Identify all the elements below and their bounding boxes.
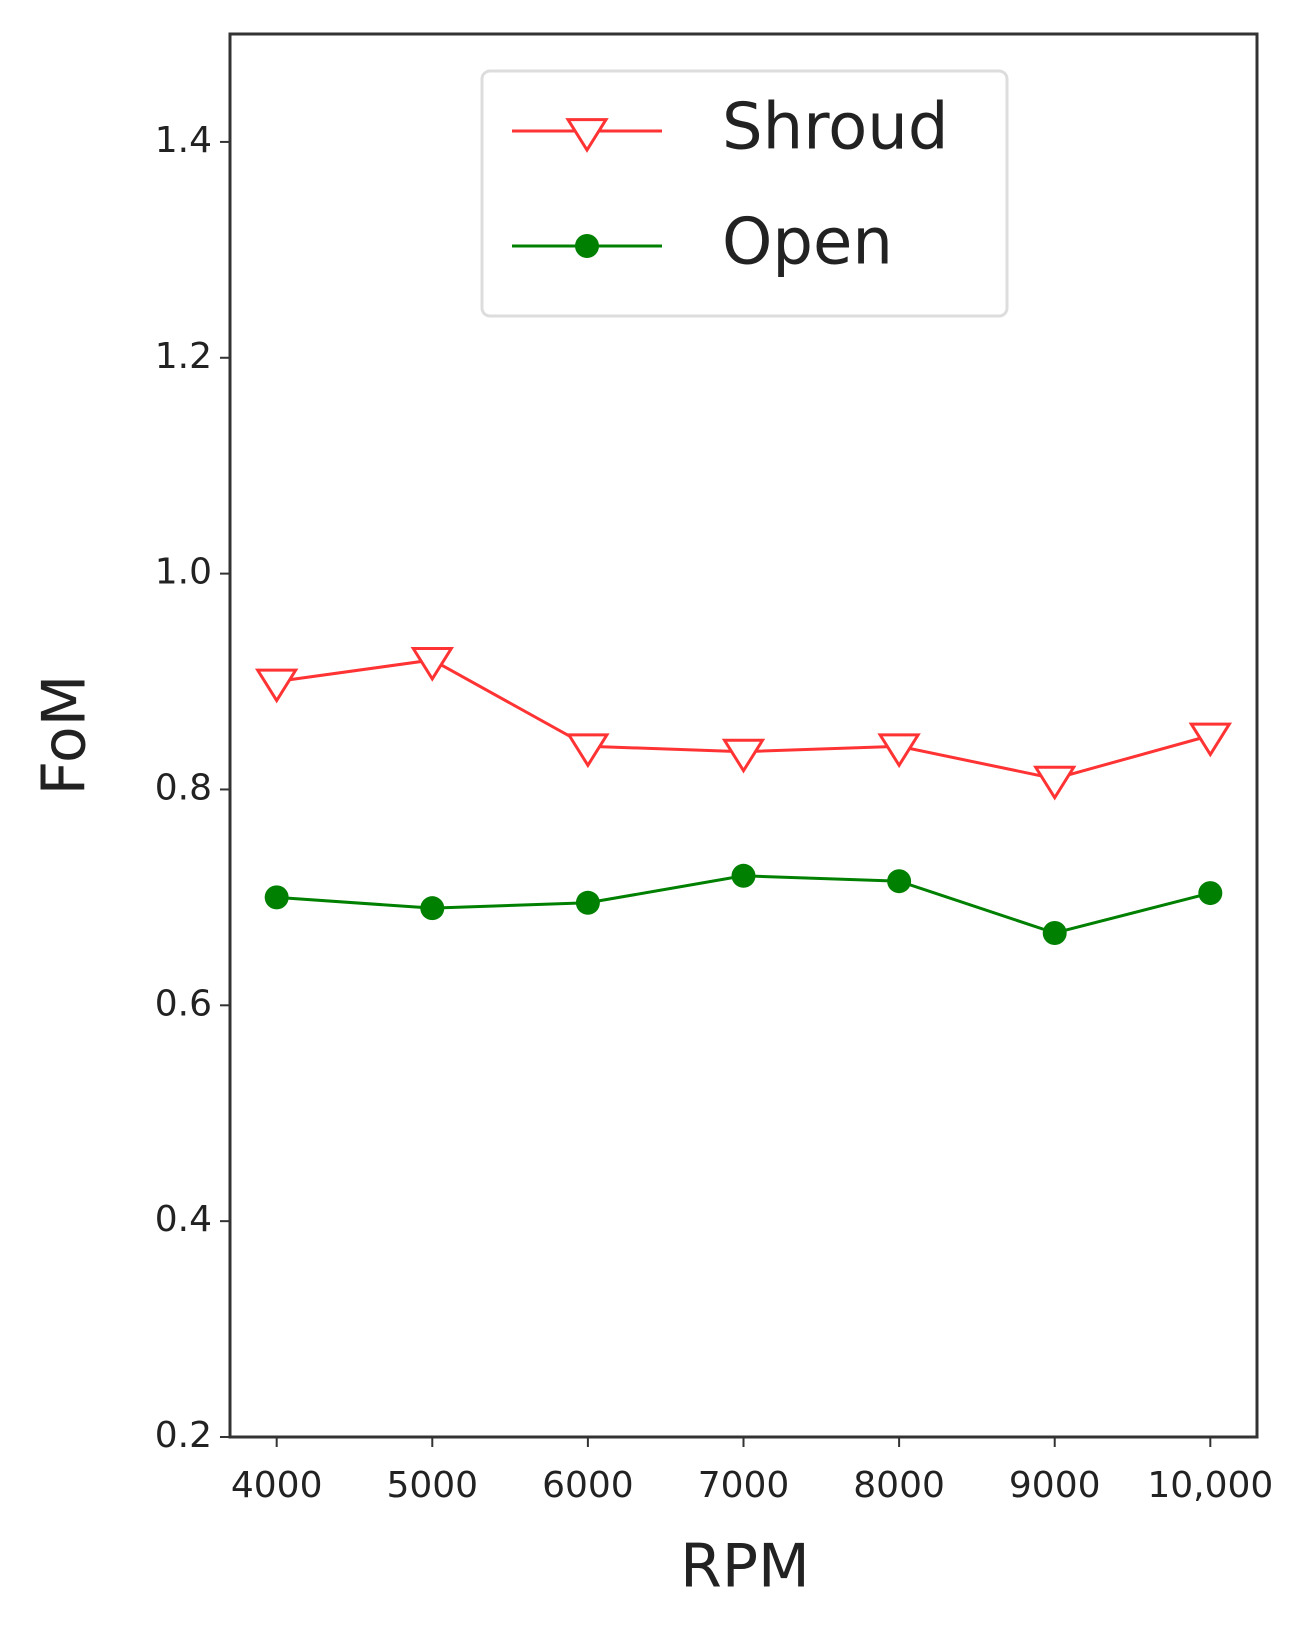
x-tick-label: 4000	[231, 1465, 323, 1506]
legend-label: Open	[722, 206, 893, 280]
point	[721, 738, 766, 774]
point	[1042, 920, 1067, 945]
point	[264, 885, 289, 910]
y-axis-label: FoM	[30, 675, 100, 796]
point	[254, 668, 299, 704]
y-tick-label: 1.4	[155, 120, 212, 161]
point	[420, 896, 445, 921]
y-tick-label: 1.0	[155, 552, 212, 593]
y-tick-label: 0.2	[155, 1415, 212, 1456]
point	[1033, 765, 1077, 801]
legend-marker	[565, 118, 609, 153]
point	[887, 869, 912, 894]
y-tick-label: 1.2	[155, 336, 212, 377]
x-tick-label: 9000	[1009, 1465, 1101, 1506]
x-tick-label: 6000	[542, 1465, 634, 1506]
x-tick-label: 8000	[853, 1465, 945, 1506]
point	[566, 733, 610, 769]
point	[575, 890, 600, 915]
x-tick-label: 10,000	[1147, 1465, 1273, 1506]
y-tick-label: 0.8	[155, 767, 212, 808]
point	[1198, 881, 1223, 906]
y-tick-label: 0.6	[155, 983, 212, 1024]
point	[877, 733, 921, 769]
y-tick-label: 0.4	[155, 1199, 212, 1240]
legend-label: Shroud	[722, 91, 948, 165]
legend-marker	[575, 234, 599, 258]
point	[731, 863, 756, 888]
point	[1188, 722, 1233, 758]
x-axis-label: RPM	[680, 1532, 810, 1602]
point	[410, 647, 454, 682]
x-tick-label: 7000	[698, 1465, 790, 1506]
x-tick-label: 5000	[386, 1465, 478, 1506]
